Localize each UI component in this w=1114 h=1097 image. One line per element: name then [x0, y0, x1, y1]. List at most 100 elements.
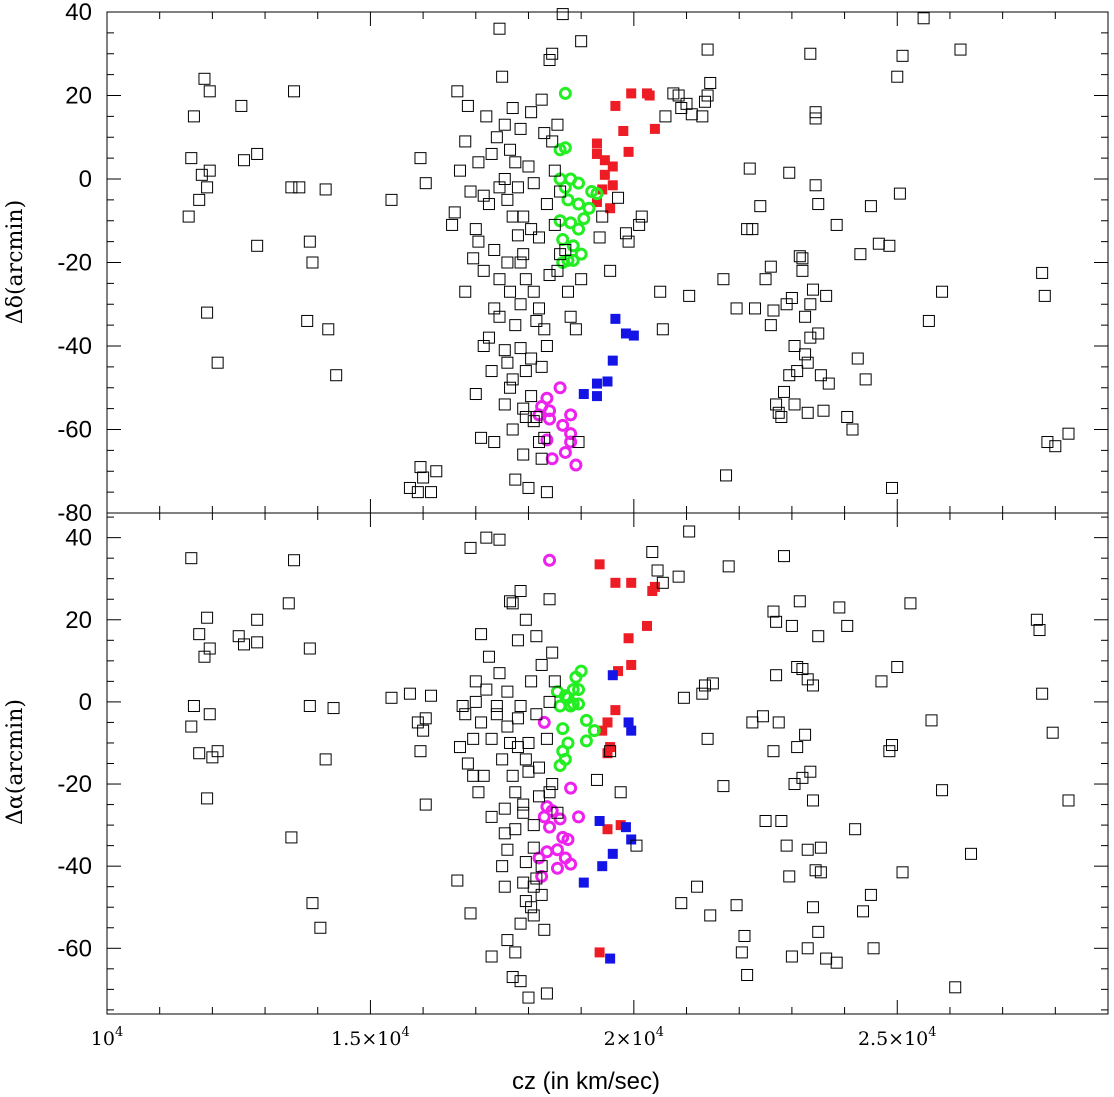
top-point-field: [814, 369, 827, 382]
top-point-field: [809, 179, 822, 192]
top-point-field: [883, 239, 896, 252]
y-tick-label: -80: [57, 500, 92, 527]
top-point-field: [446, 218, 459, 231]
x-tick-exponent: 4: [928, 1025, 936, 1040]
bottom-point-field: [857, 905, 870, 918]
top-point-field: [546, 135, 559, 148]
bottom-point-field: [187, 700, 200, 713]
bottom-point-green: [556, 722, 570, 736]
top-point-red: [649, 123, 660, 134]
bottom-point-field: [519, 856, 532, 869]
top-point-field: [759, 273, 772, 286]
bottom-point-field: [812, 630, 825, 643]
bottom-point-field: [498, 802, 511, 815]
bottom-point-field: [504, 595, 517, 608]
top-point-field: [793, 250, 806, 263]
bottom-point-field: [841, 619, 854, 632]
bottom-point-field: [677, 691, 690, 704]
top-point-field: [788, 398, 801, 411]
top-point-red: [599, 169, 610, 180]
bottom-point-red: [615, 820, 626, 831]
top-point-red: [591, 148, 602, 159]
bottom-point-field: [517, 806, 530, 819]
bottom-point-field: [522, 991, 535, 1004]
bottom-point-red: [602, 824, 613, 835]
top-point-field: [685, 108, 698, 121]
bottom-point-field: [530, 872, 543, 885]
bottom-point-magenta: [564, 857, 578, 871]
bottom-point-field: [467, 732, 480, 745]
top-point-field: [564, 310, 577, 323]
top-point-magenta: [564, 408, 578, 422]
top-point-field: [517, 448, 530, 461]
top-point-field: [696, 110, 709, 123]
bottom-point-field: [875, 675, 888, 688]
top-point-field: [506, 210, 519, 223]
top-point-magenta: [543, 404, 557, 418]
x-tick-label: 1.5×104: [331, 1025, 410, 1050]
top-point-field: [806, 283, 819, 296]
top-point-field: [514, 342, 527, 355]
top-point-blue: [620, 328, 631, 339]
top-point-field: [301, 314, 314, 327]
bottom-point-field: [738, 929, 751, 942]
bottom-point-field: [590, 773, 603, 786]
top-point-field: [453, 164, 466, 177]
top-point-field: [551, 118, 564, 131]
top-point-field: [612, 191, 625, 204]
top-point-field: [775, 410, 788, 423]
bottom-point-magenta: [540, 845, 554, 859]
top-point-field: [525, 390, 538, 403]
top-point-field: [496, 70, 509, 83]
top-point-field: [506, 373, 519, 386]
bottom-point-field: [538, 923, 551, 936]
y-tick-label: 0: [79, 166, 92, 193]
bottom-point-field: [759, 814, 772, 827]
top-point-field: [546, 47, 559, 60]
top-point-field: [517, 248, 530, 261]
top-point-field: [498, 398, 511, 411]
bottom-point-field: [509, 786, 522, 799]
top-point-magenta: [553, 381, 567, 395]
top-point-field: [525, 223, 538, 236]
top-point-field: [917, 12, 930, 25]
top-point-field: [701, 89, 714, 102]
top-point-field: [514, 122, 527, 135]
top-point-red: [644, 90, 655, 101]
bottom-point-field: [806, 794, 819, 807]
bottom-point-field: [480, 683, 493, 696]
top-point-field: [812, 198, 825, 211]
top-point-field: [954, 43, 967, 56]
bottom-point-magenta: [543, 820, 557, 834]
bottom-point-field: [467, 769, 480, 782]
bottom-point-blue: [607, 848, 618, 859]
bottom-point-field: [706, 677, 719, 690]
bottom-point-field: [519, 753, 532, 766]
y-tick-label: -20: [57, 250, 92, 277]
top-point-field: [519, 365, 532, 378]
bottom-point-field: [501, 934, 514, 947]
bottom-point-field: [485, 732, 498, 745]
bottom-point-field: [511, 741, 524, 754]
bottom-point-field: [251, 613, 264, 626]
bottom-point-field: [251, 636, 264, 649]
bottom-point-field: [548, 675, 561, 688]
y-tick-label: 40: [65, 0, 92, 26]
top-point-field: [182, 210, 195, 223]
top-point-field: [785, 291, 798, 304]
top-point-field: [572, 436, 585, 449]
top-point-field: [425, 486, 438, 499]
top-point-field: [830, 218, 843, 231]
bottom-point-field: [785, 619, 798, 632]
bottom-point-magenta: [537, 715, 551, 729]
bottom-point-field: [806, 679, 819, 692]
top-point-field: [554, 248, 567, 261]
bottom-point-field: [461, 757, 474, 770]
top-point-field: [461, 99, 474, 112]
bottom-point-red: [597, 725, 608, 736]
bottom-point-blue: [623, 717, 634, 728]
top-point-field: [767, 304, 780, 317]
top-point-field: [683, 289, 696, 302]
top-point-field: [525, 352, 538, 365]
